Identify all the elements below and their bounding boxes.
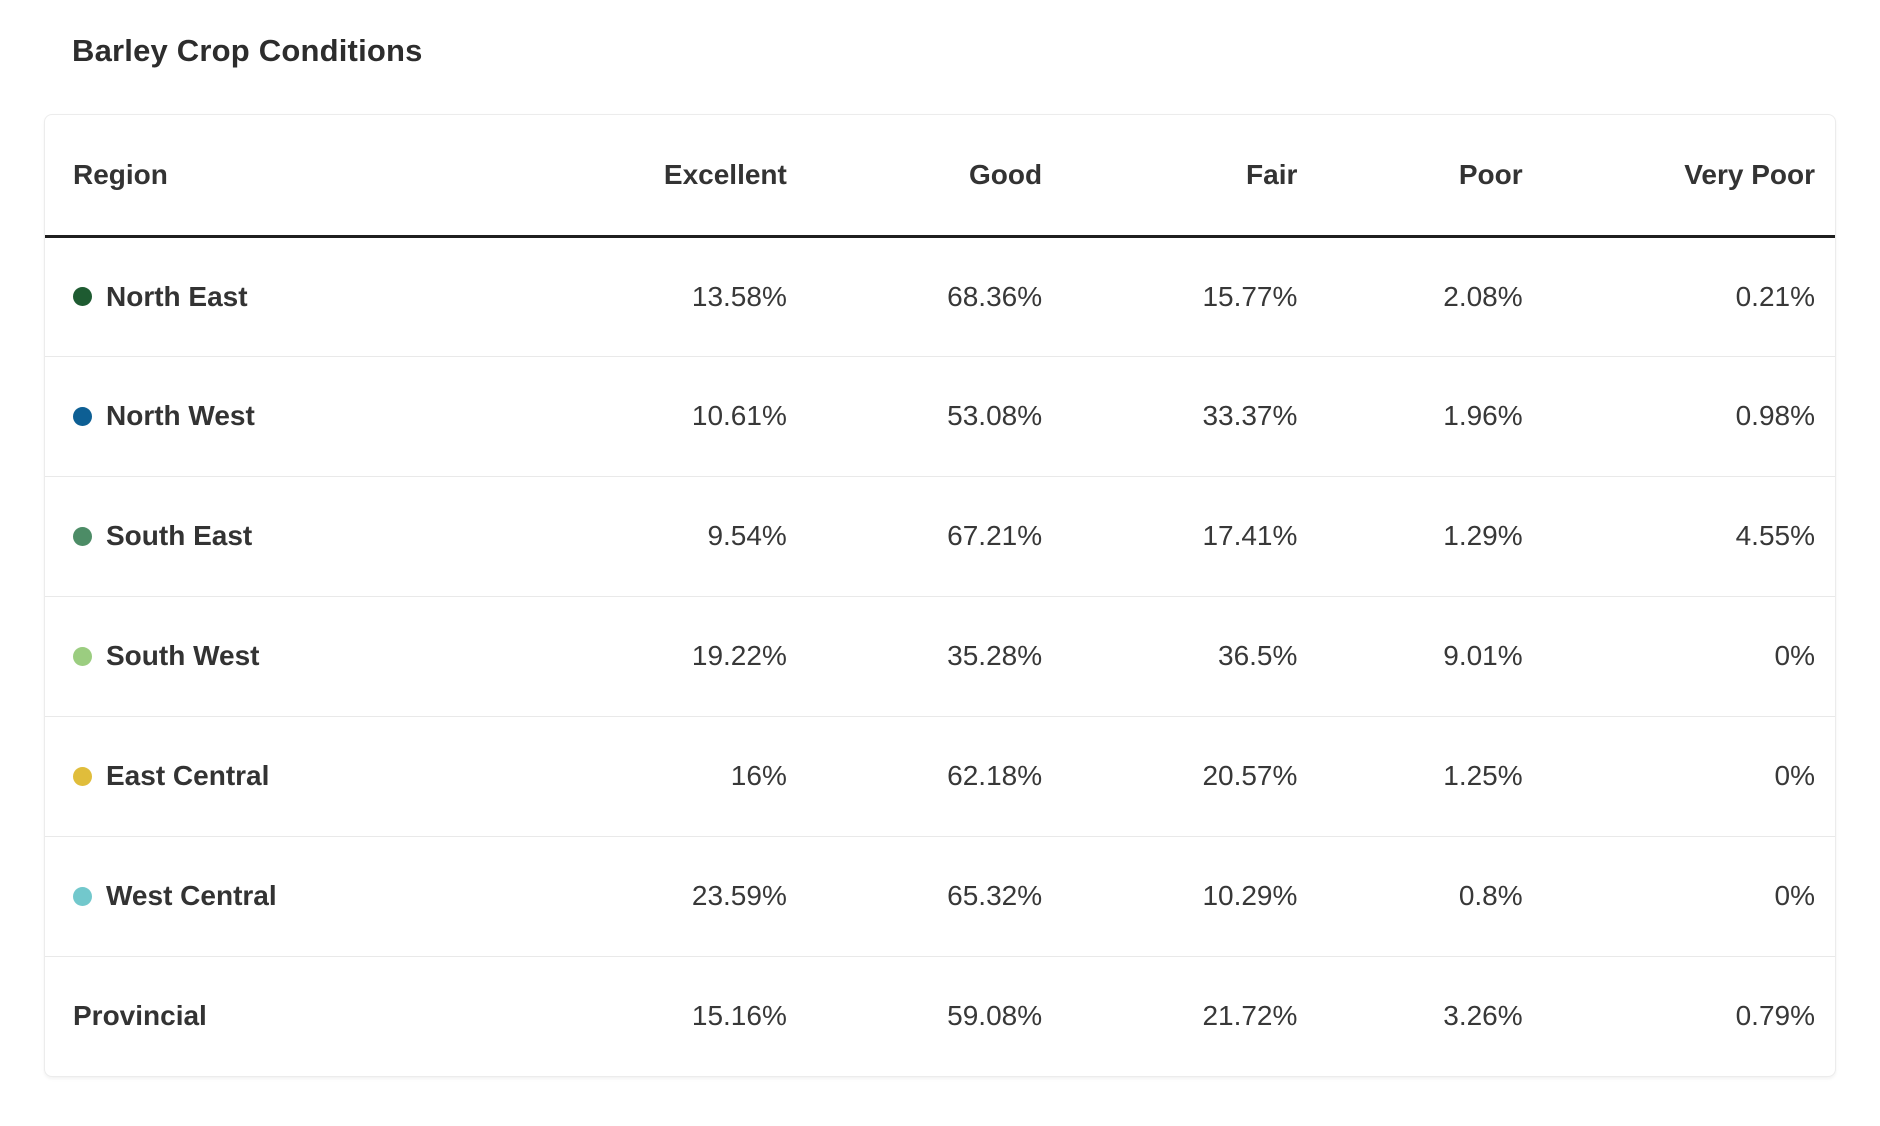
column-header-poor: Poor (1317, 115, 1543, 238)
legend-dot-icon (73, 766, 92, 786)
crop-conditions-card: Region Excellent Good Fair Poor Very Poo… (44, 114, 1836, 1077)
value-cell: 68.36% (947, 280, 1043, 312)
value-cell: 16% (551, 715, 807, 836)
value-cell: 62.18% (806, 715, 1063, 836)
region-wrap: South West (73, 640, 552, 672)
header-row: Region Excellent Good Fair Poor Very Poo… (45, 115, 1835, 238)
region-label: North West (106, 400, 255, 431)
value-cell: 1.25% (1317, 715, 1543, 836)
value-cell: 13.58% (691, 280, 787, 312)
region-label: East Central (106, 760, 270, 791)
legend-dot-icon (73, 406, 92, 426)
region-label: North East (106, 280, 248, 312)
value-cell: 15.77% (1202, 280, 1298, 312)
value-cell: 0.79% (1542, 955, 1835, 1076)
value-cell: 0% (1542, 595, 1835, 716)
region-wrap: West Central (73, 880, 552, 912)
region-cell: North West (45, 355, 552, 476)
region-wrap: South East (73, 520, 552, 552)
region-cell: West Central (45, 835, 552, 956)
table-row: West Central 23.59% 65.32% 10.29% 0.8% 0… (45, 835, 1835, 956)
value-cell: 2.08% (1443, 280, 1523, 312)
value-cell: 15.16% (551, 955, 807, 1076)
value-cell: 23.59% (551, 835, 807, 956)
value-cell: 0% (1542, 835, 1835, 956)
page-title: Barley Crop Conditions (72, 33, 423, 68)
value-cell: 9.54% (551, 475, 807, 596)
table-body: North East 13.58% 68.36% 15.77% 2.08% 0.… (45, 236, 1835, 1076)
legend-dot-icon (73, 526, 92, 546)
table-row: South East 9.54% 67.21% 17.41% 1.29% 4.5… (45, 475, 1835, 596)
value-cell: 10.29% (1062, 835, 1318, 956)
column-header-good: Good (806, 115, 1063, 238)
value-cell: 33.37% (1062, 355, 1318, 476)
region-label: West Central (106, 880, 277, 911)
column-header-excellent: Excellent (551, 115, 807, 238)
region-cell: South West (45, 595, 552, 716)
value-cell: 0.98% (1542, 355, 1835, 476)
value-cell: 20.57% (1062, 715, 1318, 836)
value-cell: 65.32% (806, 835, 1063, 956)
value-cell: 21.72% (1062, 955, 1318, 1076)
legend-dot-icon (73, 886, 92, 906)
value-cell: 53.08% (806, 355, 1063, 476)
region-wrap: East Central (73, 760, 552, 792)
region-label: South West (106, 640, 260, 671)
value-cell: 0% (1542, 715, 1835, 836)
table-row: North East 13.58% 68.36% 15.77% 2.08% 0.… (45, 236, 1835, 356)
value-cell: 10.61% (551, 355, 807, 476)
value-cell: 67.21% (806, 475, 1063, 596)
table-row: East Central 16% 62.18% 20.57% 1.25% 0% (45, 715, 1835, 836)
value-cell: 59.08% (806, 955, 1063, 1076)
region-cell: Provincial (45, 955, 552, 1076)
crop-conditions-table: Region Excellent Good Fair Poor Very Poo… (45, 115, 1835, 1076)
legend-dot-icon (73, 287, 92, 306)
region-cell: East Central (45, 715, 552, 836)
region-wrap: North West (73, 400, 552, 432)
region-cell: South East (45, 475, 552, 596)
region-label: South East (106, 520, 253, 551)
value-cell: 1.96% (1317, 355, 1543, 476)
region-wrap: North East (73, 281, 552, 313)
value-cell: 0.8% (1317, 835, 1543, 956)
region-cell: North East (45, 236, 552, 356)
column-header-region: Region (45, 115, 552, 238)
region-label: Provincial (73, 1000, 207, 1032)
value-cell: 0.21% (1735, 280, 1815, 312)
legend-dot-icon (73, 646, 92, 666)
value-cell: 9.01% (1317, 595, 1543, 716)
region-wrap: Provincial (73, 1000, 552, 1032)
value-cell: 4.55% (1542, 475, 1835, 596)
value-cell: 36.5% (1062, 595, 1318, 716)
value-cell: 1.29% (1317, 475, 1543, 596)
column-header-fair: Fair (1062, 115, 1318, 238)
value-cell: 3.26% (1317, 955, 1543, 1076)
value-cell: 17.41% (1062, 475, 1318, 596)
value-cell: 35.28% (806, 595, 1063, 716)
table-row: Provincial 15.16% 59.08% 21.72% 3.26% 0.… (45, 955, 1835, 1076)
table-header: Region Excellent Good Fair Poor Very Poo… (45, 115, 1835, 238)
table-row: South West 19.22% 35.28% 36.5% 9.01% 0% (45, 595, 1835, 716)
value-cell: 19.22% (551, 595, 807, 716)
column-header-very-poor: Very Poor (1542, 115, 1835, 238)
table-row: North West 10.61% 53.08% 33.37% 1.96% 0.… (45, 355, 1835, 476)
